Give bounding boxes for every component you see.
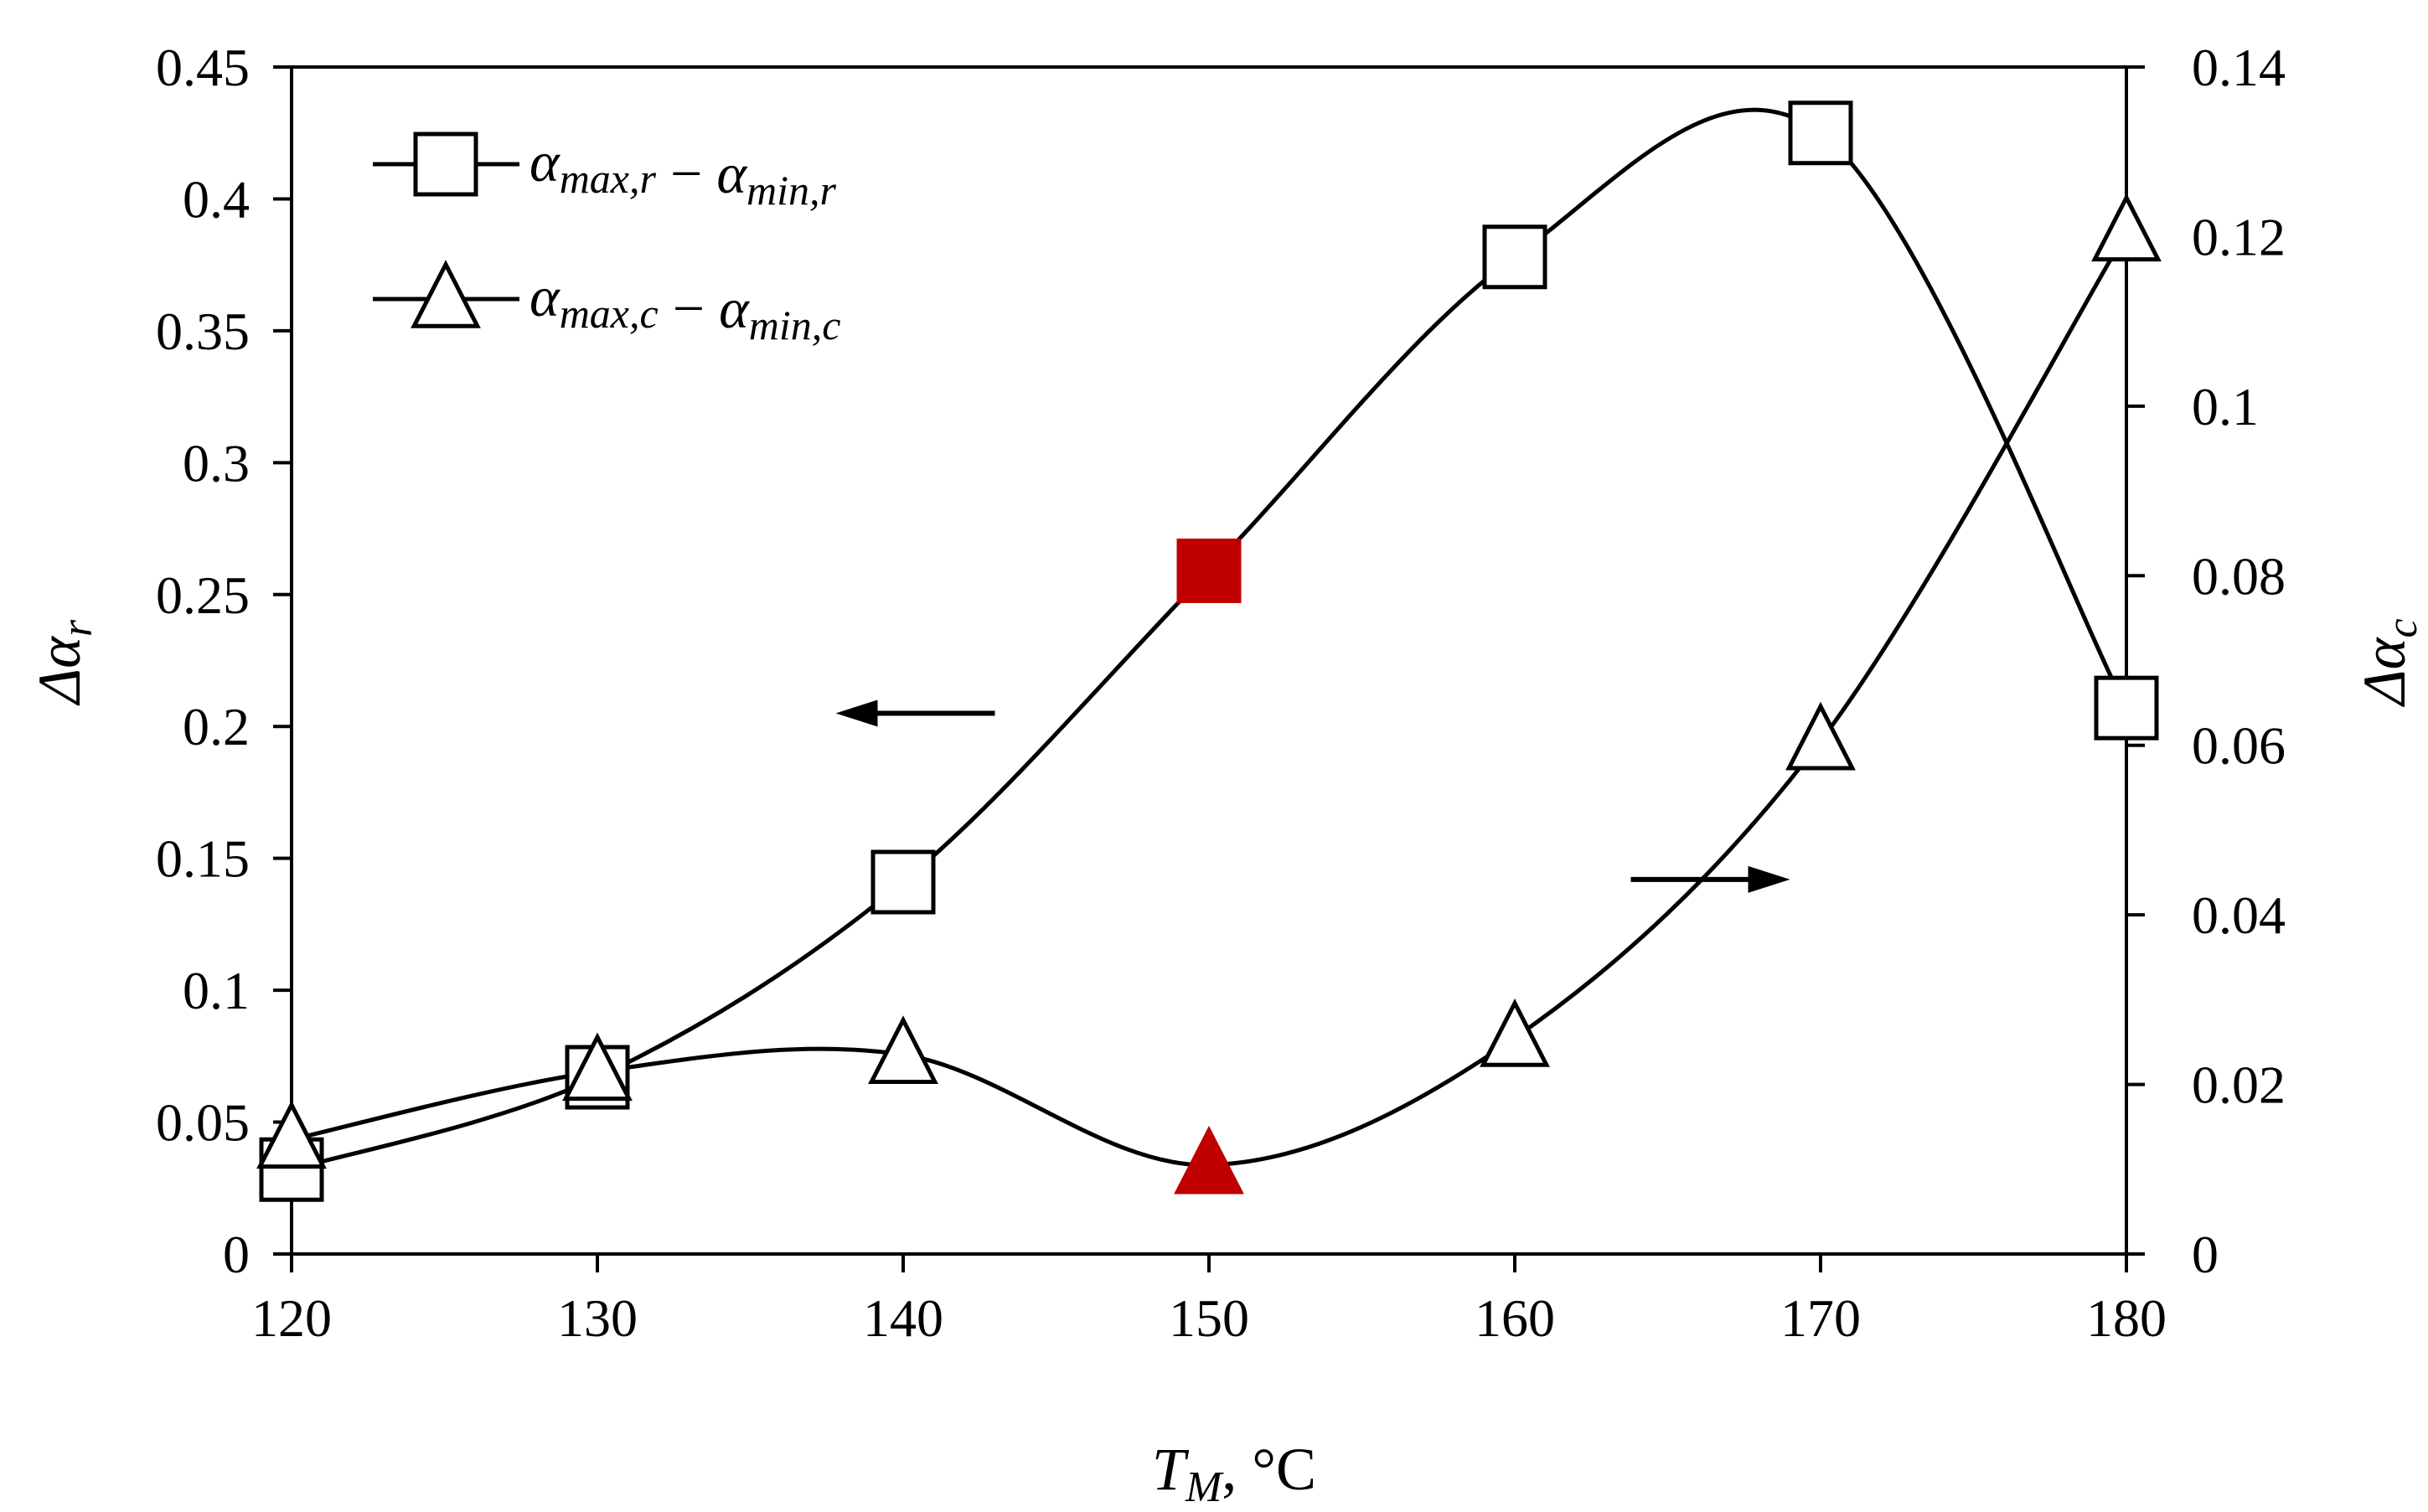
arrow-head bbox=[835, 699, 878, 727]
x-axis-title-sub: M bbox=[1185, 1463, 1224, 1511]
legend-marker-triangle bbox=[411, 260, 481, 328]
y-left-tick-label: 0.35 bbox=[156, 302, 250, 361]
data-point-triangle-160 bbox=[1480, 999, 1550, 1067]
y-right-tick-label: 0.04 bbox=[2192, 885, 2286, 945]
legend-label-part: α bbox=[530, 130, 561, 194]
y-right-axis-title: Δαc bbox=[2351, 618, 2426, 707]
y-left-tick-label: 0.45 bbox=[156, 38, 250, 97]
series-line-1 bbox=[291, 107, 2129, 1172]
legend-label-part: min,c bbox=[749, 302, 841, 348]
data-point-triangle-180 bbox=[2091, 193, 2162, 262]
data-point-triangle-170 bbox=[1785, 701, 1856, 771]
y-right-axis-title-sub: c bbox=[2379, 618, 2426, 637]
legend-label-part: min,r bbox=[746, 167, 837, 214]
data-point-square-160 bbox=[1482, 224, 1547, 290]
legend-label-part: max,r bbox=[560, 155, 657, 202]
data-point-triangle-130 bbox=[562, 1032, 633, 1102]
series-line-layer bbox=[291, 107, 2129, 1172]
legend-label-part: − bbox=[659, 276, 719, 340]
legend-label-part: max,c bbox=[560, 290, 659, 337]
y-left-tick-label: 0.25 bbox=[156, 565, 250, 625]
x-tick-label: 170 bbox=[1780, 1288, 1861, 1348]
y-right-tick-label: 0.12 bbox=[2192, 207, 2286, 266]
data-point-triangle-140 bbox=[868, 1015, 938, 1084]
axis-arrow-right bbox=[1630, 865, 1790, 893]
annotation-layer bbox=[835, 699, 1790, 893]
legend-label-part: α bbox=[716, 142, 747, 205]
y-left-axis-title-sub: r bbox=[54, 619, 101, 637]
marker-layer bbox=[256, 101, 2162, 1202]
tick-layer: 120 130 140 150 160 170 180 0 0.05 0.1 0.15 0.2 0.25… bbox=[156, 38, 2286, 1348]
y-left-axis-title-main: Δα bbox=[26, 636, 93, 706]
data-point-square-140 bbox=[870, 849, 936, 915]
legend-label-part: α bbox=[530, 265, 561, 328]
legend-label-part: α bbox=[719, 276, 750, 340]
legend-label: αmax,r − αmin,r bbox=[530, 130, 837, 214]
y-left-tick-label: 0.2 bbox=[183, 697, 250, 756]
y-left-tick-label: 0.15 bbox=[156, 829, 250, 889]
y-left-axis-title: Δαr bbox=[26, 619, 101, 706]
x-tick-label: 160 bbox=[1475, 1288, 1555, 1348]
series-line-2 bbox=[291, 231, 2129, 1168]
y-right-tick-label: 0.02 bbox=[2192, 1055, 2286, 1115]
y-left-tick-label: 0.4 bbox=[183, 169, 250, 229]
data-point-square-170 bbox=[1788, 101, 1853, 166]
y-left-tick-label: 0.3 bbox=[183, 433, 250, 493]
y-left-tick-label: 0.1 bbox=[183, 961, 250, 1020]
data-point-square-150 bbox=[1176, 538, 1242, 603]
x-tick-label: 130 bbox=[557, 1288, 638, 1348]
x-axis-title-main: T bbox=[1152, 1436, 1190, 1503]
x-axis-title-unit: , °C bbox=[1222, 1436, 1316, 1503]
data-point-square-180 bbox=[2094, 675, 2159, 741]
x-tick-label: 150 bbox=[1169, 1288, 1249, 1348]
x-axis-title: TM, °C bbox=[1152, 1436, 1316, 1511]
x-tick-label: 140 bbox=[863, 1288, 943, 1348]
y-left-tick-label: 0.05 bbox=[156, 1093, 250, 1153]
legend-marker-square bbox=[413, 132, 478, 197]
legend-label-part: − bbox=[656, 142, 716, 205]
y-right-axis-title-main: Δα bbox=[2351, 637, 2418, 707]
y-right-tick-label: 0.14 bbox=[2192, 38, 2286, 97]
y-left-tick-label: 0 bbox=[223, 1225, 250, 1284]
arrow-head bbox=[1748, 865, 1790, 893]
legend-label: αmax,c − αmin,c bbox=[530, 265, 840, 348]
y-right-tick-label: 0.06 bbox=[2192, 716, 2286, 776]
y-right-tick-label: 0.08 bbox=[2192, 546, 2286, 606]
x-tick-label: 180 bbox=[2086, 1288, 2167, 1348]
legend-entry-1: αmax,r − αmin,r bbox=[373, 130, 837, 214]
y-right-tick-label: 0.1 bbox=[2192, 377, 2259, 436]
axis-arrow-left bbox=[835, 699, 995, 727]
x-tick-label: 120 bbox=[251, 1288, 332, 1348]
data-point-triangle-150 bbox=[1174, 1125, 1244, 1195]
legend-entry-2: αmax,c − αmin,c bbox=[373, 260, 840, 348]
data-point-triangle-120 bbox=[256, 1100, 327, 1169]
y-right-tick-label: 0 bbox=[2192, 1225, 2219, 1284]
